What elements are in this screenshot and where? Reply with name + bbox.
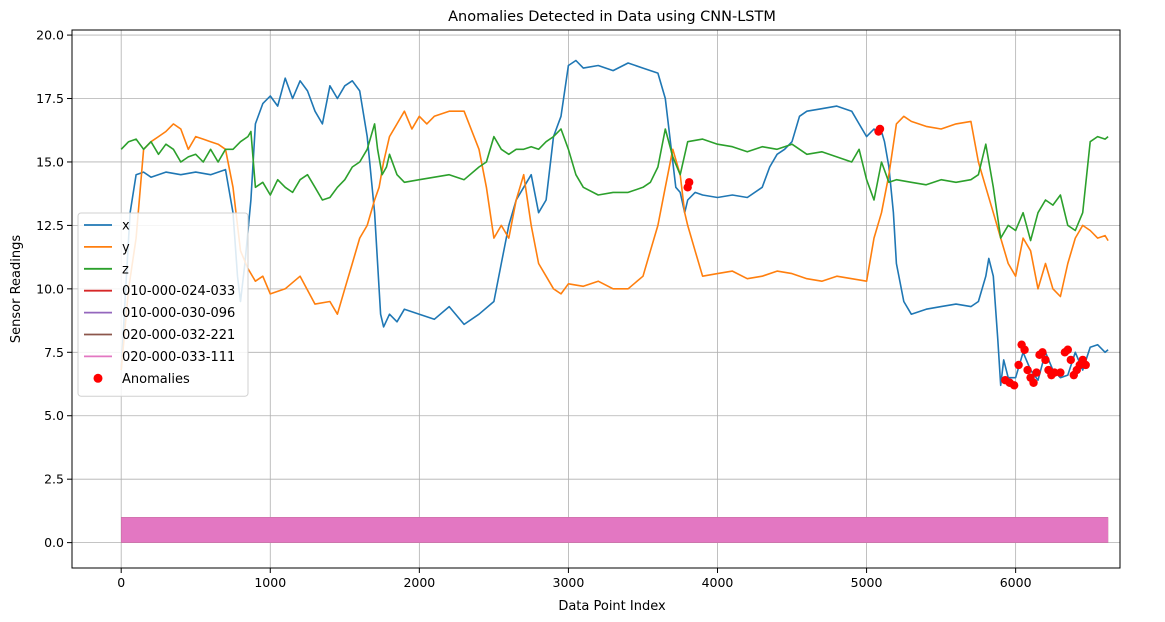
legend-label: 020-000-032-221 [122, 328, 235, 343]
y-tick-label: 12.5 [36, 218, 64, 233]
legend-swatch-Anomalies [93, 373, 103, 383]
anomaly-point [1032, 368, 1041, 377]
y-tick-label: 10.0 [36, 281, 64, 296]
anomaly-point [1063, 345, 1073, 354]
y-tick-label: 15.0 [36, 154, 64, 169]
anomaly-point [1038, 348, 1047, 357]
x-axis-title: Data Point Index [558, 599, 666, 614]
legend-label: z [122, 262, 129, 277]
anomaly-point [1056, 368, 1065, 377]
series-line-y [120, 110, 1109, 371]
series-line-z [120, 123, 1109, 242]
legend-label: Anomalies [122, 372, 190, 387]
anomaly-point [1029, 378, 1038, 387]
y-tick-label: 17.5 [36, 91, 64, 106]
anomaly-point [1023, 365, 1032, 375]
legend-box [77, 212, 249, 397]
x-tick-label: 1000 [254, 575, 286, 590]
anomaly-point [875, 124, 885, 134]
y-tick-label: 20.0 [36, 28, 64, 43]
anomaly-point [1041, 355, 1050, 365]
anomaly-point [1009, 381, 1019, 390]
legend: xyz 010-000-024-033 010-000-030-096 020-000… [77, 212, 249, 397]
y-axis-title: Sensor Readings [9, 235, 24, 343]
x-tick-label: 6000 [1000, 575, 1032, 590]
x-tick-label: 5000 [851, 575, 883, 590]
legend-label: 010-000-030-096 [122, 306, 235, 321]
y-tick-label: 0.0 [44, 535, 64, 550]
plot-frame [71, 29, 1121, 569]
y-tick-label: 2.5 [44, 472, 64, 487]
anomaly-point [1050, 368, 1059, 377]
x-tick-label: 0 [117, 575, 125, 590]
series-line-x [120, 59, 1109, 387]
anomaly-point [1020, 345, 1029, 354]
legend-label: 020-000-033-111 [122, 350, 235, 365]
chart-title: Anomalies Detected in Data using CNN-LST… [448, 9, 776, 25]
anomaly-point [1081, 360, 1090, 370]
x-tick-label: 3000 [553, 575, 585, 590]
y-tick-label: 7.5 [44, 345, 64, 360]
anomaly-point [1066, 355, 1076, 365]
anomaly-point [1014, 360, 1023, 370]
x-tick-label: 2000 [403, 575, 435, 590]
legend-label: y [122, 240, 130, 255]
band-020-000-033-111 [121, 517, 1109, 543]
y-tick-label: 5.0 [44, 408, 64, 423]
legend-label: x [122, 219, 130, 234]
x-tick-label: 4000 [702, 575, 734, 590]
legend-label: 010-000-024-033 [122, 284, 235, 299]
anomaly-point [684, 178, 694, 187]
